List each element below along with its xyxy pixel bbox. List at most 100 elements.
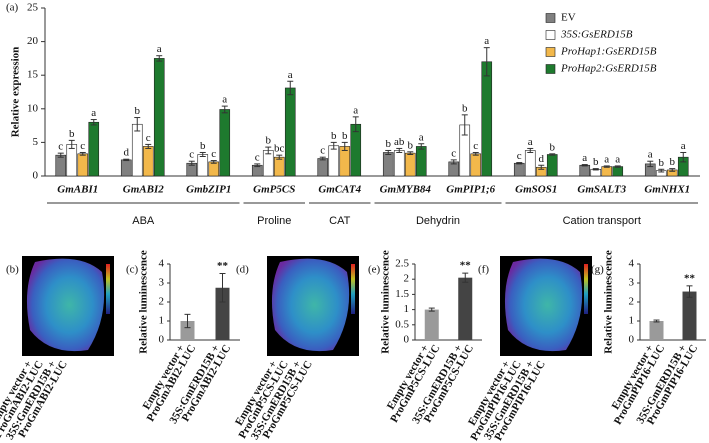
significance-letter: a [528, 136, 533, 148]
error-bar [210, 160, 217, 164]
error-bar [90, 119, 97, 126]
x-tick-label: GmbZIP1 [186, 184, 231, 196]
error-bar [527, 147, 534, 153]
error-bar [188, 160, 195, 166]
significance: ** [217, 260, 229, 272]
error-bar [653, 319, 660, 323]
y-tick-label: 25 [27, 2, 39, 14]
legend-swatch [545, 13, 556, 23]
bar [382, 152, 394, 177]
error-bar [199, 151, 206, 158]
y-axis-label: Relative luminescence [138, 250, 150, 354]
y-axis-label: Relative luminescence [603, 250, 615, 354]
error-bar [352, 116, 359, 133]
legend-label: ProHap1:GsERD15B [560, 46, 657, 58]
group-label: Proline [257, 215, 291, 227]
legend-swatch [545, 64, 556, 74]
leaf-image [22, 256, 114, 356]
bar [458, 277, 473, 340]
y-axis-label: Relative luminescence [380, 250, 392, 354]
error-bar [428, 307, 435, 312]
error-bar [581, 164, 588, 167]
significance-letter: b [200, 140, 206, 152]
bar [273, 156, 285, 177]
error-bar [614, 165, 621, 168]
bar [284, 87, 296, 177]
error-bar [472, 151, 479, 156]
significance-letter: bc [274, 143, 285, 155]
significance-letter: b [659, 157, 665, 169]
group-label: CAT [329, 215, 350, 227]
significance-letter: ab [394, 136, 405, 148]
error-bar [219, 273, 226, 303]
bar [317, 158, 329, 177]
bar [197, 154, 209, 177]
bar [208, 161, 220, 177]
significance-letter: a [648, 149, 653, 161]
error-bar [538, 164, 545, 170]
panel-label: (e) [368, 264, 381, 276]
bar [153, 58, 165, 177]
error-bar [516, 162, 523, 165]
bar [424, 309, 439, 340]
error-bar [134, 117, 141, 132]
significance-letter: c [255, 151, 260, 163]
error-bar [123, 158, 130, 162]
significance-letter: c [473, 140, 478, 152]
y-tick-label: 0 [404, 334, 410, 346]
significance-letter: d [124, 147, 130, 159]
color-scale [351, 264, 355, 314]
error-bar [221, 105, 228, 114]
bar [524, 150, 536, 177]
x-tick-label: GmCAT4 [318, 184, 361, 196]
x-tick-label: GmABI2 [123, 184, 164, 196]
significance-letter: b [331, 130, 337, 142]
y-tick-label: 5 [33, 136, 39, 148]
significance-letter: b [462, 102, 468, 114]
error-bar [462, 272, 469, 283]
bar [55, 154, 67, 177]
y-tick-label: 1.5 [395, 288, 409, 300]
error-bar [658, 168, 665, 173]
y-tick-label: 2 [629, 296, 635, 308]
bar [612, 166, 624, 177]
y-tick-label: 0 [33, 170, 39, 182]
panel-label: (g) [591, 264, 604, 276]
panel-label: (b) [6, 264, 19, 276]
error-bar [79, 151, 86, 156]
significance-letter: b [342, 130, 348, 142]
legend-swatch [545, 47, 556, 57]
y-tick-label: 0.5 [395, 318, 409, 330]
y-tick-label: 10 [27, 102, 39, 114]
leaf [26, 258, 105, 352]
significance-letter: b [670, 156, 676, 168]
error-bar [418, 143, 425, 150]
bar [88, 121, 100, 177]
significance-letter: a [353, 104, 358, 116]
group-label: Dehydrin [416, 215, 460, 227]
error-bar [407, 151, 414, 155]
error-bar [287, 80, 294, 96]
bar [120, 159, 132, 177]
color-scale [106, 264, 110, 314]
significance: ** [460, 260, 472, 272]
panel-label: (c) [126, 264, 139, 276]
significance-letter: a [681, 140, 686, 152]
y-axis-label: Relative expression [10, 47, 22, 138]
y-tick-label: 2 [404, 273, 410, 285]
error-bar [385, 149, 392, 155]
significance-letter: c [80, 140, 85, 152]
significance-letter: b [386, 138, 392, 150]
bar [404, 152, 416, 177]
bar [415, 146, 427, 177]
leaf-image [500, 256, 592, 356]
significance-letter: a [288, 69, 293, 81]
significance-letter: a [604, 153, 609, 165]
y-tick-label: 1 [404, 303, 410, 315]
y-tick-label: 1 [159, 315, 165, 327]
group-label: ABA [132, 215, 155, 227]
leaf [271, 258, 350, 352]
legend-label: EV [561, 12, 576, 24]
significance: ** [684, 272, 696, 284]
color-scale [584, 264, 588, 314]
